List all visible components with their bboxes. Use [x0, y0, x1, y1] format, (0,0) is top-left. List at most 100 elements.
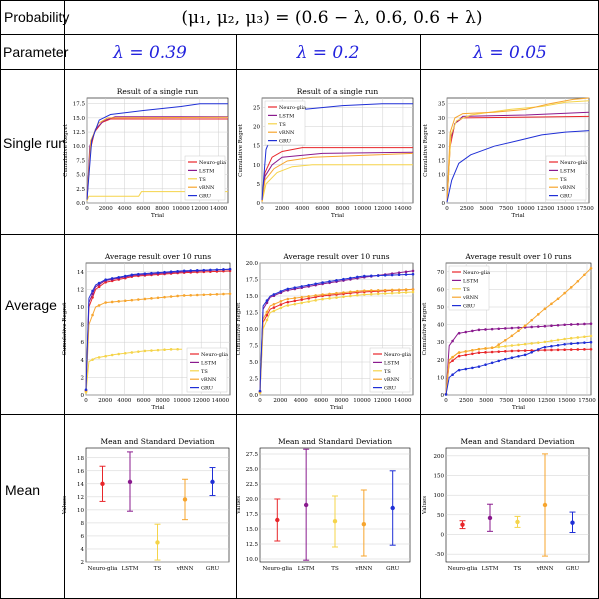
- x-tick-label: Neuro-glia: [88, 566, 118, 572]
- row-label-single-run: Single run: [3, 135, 66, 151]
- y-tick-label: 100: [434, 493, 445, 499]
- y-tick-label: 5.0: [76, 173, 85, 179]
- series-point-ts: [342, 295, 345, 299]
- series-point-lstm: [411, 269, 415, 273]
- x-tick-label: 14000: [394, 398, 412, 404]
- x-tick-label: 15000: [557, 206, 575, 212]
- series-point-neuro-glia: [504, 349, 507, 353]
- chart-mean-0.05: Mean and Standard Deviation -50 0 50 100 150 2…: [422, 437, 590, 572]
- series-line-gru: [259, 273, 414, 392]
- series-point-vrnn: [543, 307, 547, 311]
- series-point-ts: [517, 343, 520, 347]
- series-point-neuro-glia: [569, 348, 573, 351]
- series-point-vrnn: [530, 318, 533, 322]
- series-point-vrnn: [110, 300, 114, 304]
- series-point-vrnn: [137, 298, 140, 301]
- series-point-lstm: [517, 326, 520, 329]
- y-tick-label: 2.5: [76, 187, 85, 193]
- series-point-neuro-glia: [484, 351, 487, 354]
- series-point-ts: [130, 351, 134, 354]
- x-tick-label: 12000: [192, 398, 210, 404]
- y-tick-label: 0.0: [76, 201, 85, 207]
- series-point-vrnn: [143, 297, 147, 301]
- series-point-gru: [222, 268, 225, 271]
- series-point-gru: [464, 367, 468, 371]
- series-point-vrnn: [464, 350, 468, 353]
- series-point-vrnn: [222, 292, 225, 296]
- chart-title: Average result over 10 runs: [282, 252, 389, 261]
- series-point-ts: [279, 306, 283, 310]
- series-point-neuro-glia: [510, 349, 514, 353]
- y-tick-label: 35: [438, 102, 445, 108]
- mean-point-neuro-glia: [100, 481, 105, 487]
- x-tick-label: GRU: [206, 566, 220, 572]
- legend-label: GRU: [201, 386, 213, 392]
- x-tick-label: GRU: [566, 566, 580, 572]
- series-point-vrnn: [376, 289, 380, 292]
- y-tick-label: 50: [437, 513, 444, 519]
- series-point-vrnn: [130, 298, 134, 302]
- x-axis-label: Trial: [151, 213, 164, 219]
- series-point-vrnn: [169, 295, 173, 298]
- mean-point-ts: [515, 519, 520, 525]
- x-tick-label: 12000: [374, 206, 392, 212]
- x-tick-label: 0: [85, 206, 89, 212]
- series-point-gru: [314, 282, 317, 286]
- x-tick-label: 12000: [191, 206, 209, 212]
- series-point-gru: [143, 272, 147, 275]
- y-tick-label: 12.5: [73, 130, 86, 136]
- series-point-gru: [195, 269, 199, 272]
- series-point-vrnn: [484, 347, 487, 350]
- legend-box: [186, 347, 228, 393]
- series-point-vrnn: [182, 294, 186, 297]
- parameter-label: Parameter: [3, 44, 69, 60]
- y-tick-label: 0: [441, 393, 445, 399]
- y-tick-label: 70: [437, 270, 444, 276]
- y-tick-label: 30: [438, 116, 445, 122]
- series-point-vrnn: [390, 288, 394, 292]
- legend-label: Neuro-glia: [463, 270, 490, 276]
- series-point-ts: [504, 344, 507, 348]
- chart-single-0.2: Result of a single run 0 5 10 15 20 25 Cumulati…: [238, 87, 414, 219]
- y-tick-label: 12.5: [246, 311, 259, 317]
- series-line-vrnn: [446, 97, 590, 202]
- x-tick-label: vRNN: [176, 566, 194, 572]
- series-point-gru: [182, 269, 186, 273]
- series-point-neuro-glia: [272, 306, 276, 309]
- x-tick-label: 8000: [156, 398, 170, 404]
- chart-title: Average result over 10 runs: [104, 252, 211, 261]
- series-point-neuro-glia: [97, 285, 101, 289]
- series-point-gru: [543, 345, 547, 349]
- series-point-ts: [411, 290, 415, 294]
- series-point-vrnn: [342, 291, 345, 294]
- series-point-gru: [279, 290, 283, 293]
- x-axis-label: Trial: [512, 405, 525, 411]
- y-tick-label: 10.0: [246, 557, 259, 563]
- legend-label: TS: [560, 177, 567, 183]
- y-tick-label: 27.5: [246, 452, 259, 458]
- y-tick-label: 0: [257, 201, 261, 207]
- x-tick-label: 5000: [479, 206, 493, 212]
- series-point-vrnn: [411, 288, 415, 291]
- series-point-vrnn: [477, 347, 481, 351]
- y-tick-label: 17.5: [246, 278, 259, 284]
- series-point-gru: [123, 274, 127, 278]
- series-line-lstm: [445, 323, 592, 395]
- series-point-vrnn: [356, 289, 359, 293]
- probability-label: Probability: [4, 9, 69, 25]
- series-point-vrnn: [209, 293, 212, 296]
- series-point-gru: [189, 269, 193, 272]
- series-point-gru: [209, 268, 212, 272]
- series-point-vrnn: [123, 299, 127, 303]
- series-point-gru: [369, 274, 373, 278]
- chart-avg-0.39: Average result over 10 runs 0 2 4 6 8 10 12 14 Cu…: [62, 252, 232, 411]
- x-tick-label: 12500: [537, 206, 555, 212]
- series-point-lstm: [543, 324, 547, 328]
- x-tick-label: vRNN: [354, 566, 372, 572]
- series-point-ts: [376, 292, 380, 296]
- series-point-ts: [307, 300, 310, 303]
- series-point-neuro-glia: [471, 352, 474, 356]
- mean-point-ts: [155, 540, 160, 545]
- mean-point-vrnn: [542, 502, 548, 508]
- x-tick-label: LSTM: [298, 566, 315, 572]
